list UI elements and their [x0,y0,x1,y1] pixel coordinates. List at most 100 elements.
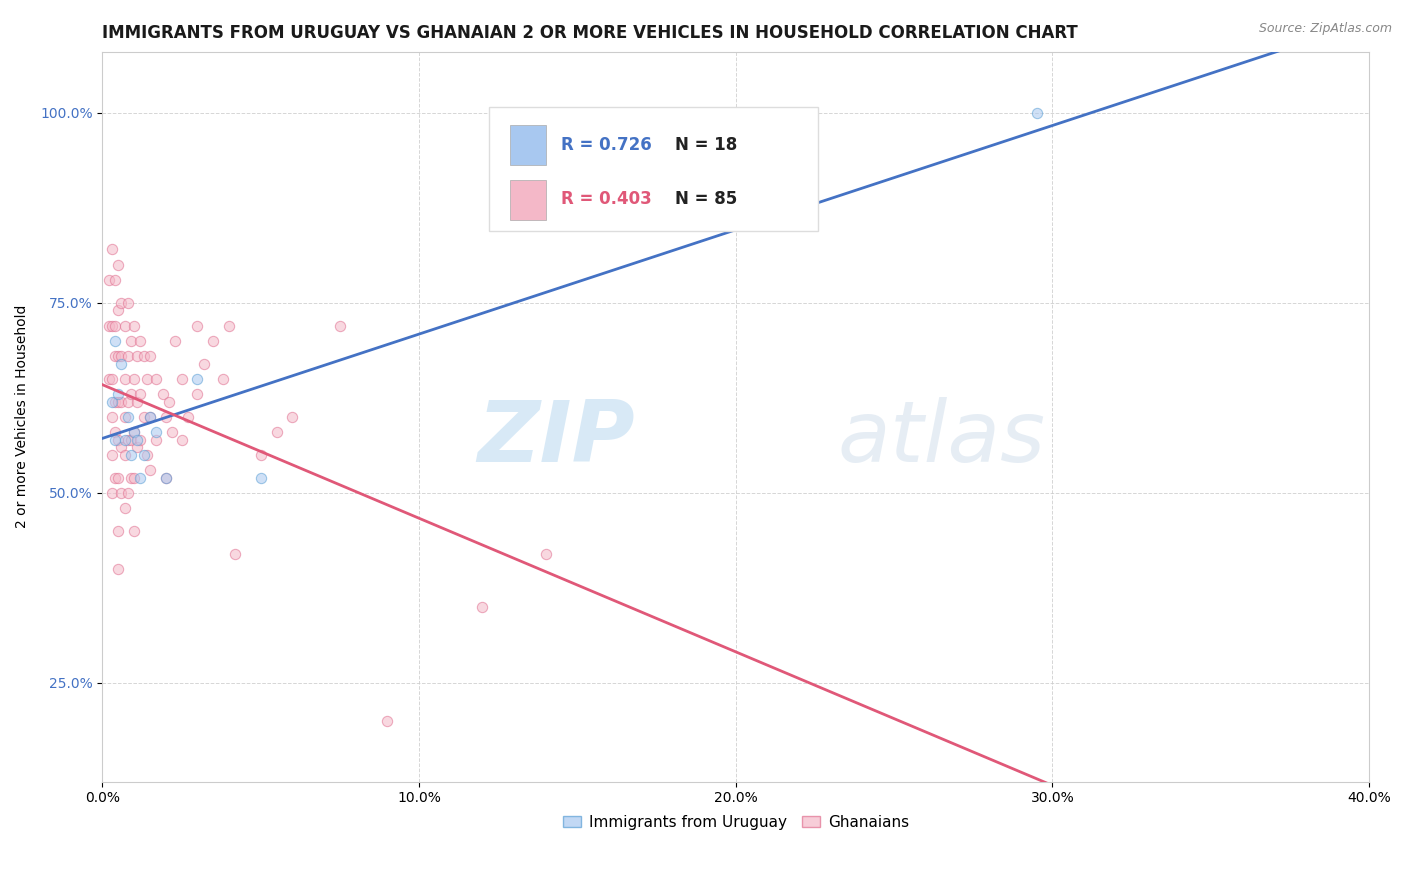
Point [266,425,288,439]
Text: R = 0.726: R = 0.726 [561,136,652,154]
Point [101,448,124,462]
Point [107,394,129,409]
Point [139,409,162,424]
Point [377,714,399,728]
Point [177,409,200,424]
Point [117,295,139,310]
Point [139,409,162,424]
Point [129,433,152,447]
Point [104,425,127,439]
Point [104,433,127,447]
Point [114,500,136,515]
Point [122,425,145,439]
Point [218,318,240,333]
Point [1025,105,1047,120]
Point [104,470,127,484]
Bar [510,179,546,219]
Point [101,372,124,386]
Point [122,470,145,484]
Point [110,349,132,363]
Point [186,372,208,386]
Point [127,349,149,363]
Point [122,318,145,333]
Point [122,524,145,538]
Point [107,524,129,538]
Point [534,547,557,561]
Point [155,409,177,424]
Point [117,349,139,363]
Point [186,318,208,333]
Point [145,425,167,439]
Point [165,334,187,348]
Point [155,470,177,484]
Point [107,387,129,401]
Point [139,463,162,477]
Point [120,334,142,348]
Point [160,425,183,439]
Point [139,349,162,363]
Point [110,295,132,310]
FancyBboxPatch shape [489,106,818,231]
Point [120,470,142,484]
Point [107,349,129,363]
Point [249,448,271,462]
Text: Source: ZipAtlas.com: Source: ZipAtlas.com [1258,22,1392,36]
Point [110,485,132,500]
Point [193,357,215,371]
Point [145,372,167,386]
Point [104,349,127,363]
Point [170,433,193,447]
Point [202,334,225,348]
Point [107,303,129,318]
Legend: Immigrants from Uruguay, Ghanaians: Immigrants from Uruguay, Ghanaians [557,809,915,836]
Point [129,387,152,401]
Point [117,433,139,447]
Point [117,409,139,424]
Point [104,318,127,333]
Bar [510,125,546,165]
Point [127,440,149,454]
Point [117,394,139,409]
Point [107,258,129,272]
Point [107,470,129,484]
Point [101,318,124,333]
Point [122,425,145,439]
Point [120,433,142,447]
Point [97,372,120,386]
Point [110,357,132,371]
Point [145,433,167,447]
Point [224,547,246,561]
Point [104,394,127,409]
Text: IMMIGRANTS FROM URUGUAY VS GHANAIAN 2 OR MORE VEHICLES IN HOUSEHOLD CORRELATION : IMMIGRANTS FROM URUGUAY VS GHANAIAN 2 OR… [103,24,1078,42]
Point [157,394,180,409]
Point [132,349,155,363]
Point [101,243,124,257]
Y-axis label: 2 or more Vehicles in Household: 2 or more Vehicles in Household [15,305,30,528]
Point [170,372,193,386]
Point [132,409,155,424]
Text: atlas: atlas [837,397,1045,480]
Point [114,433,136,447]
Point [122,372,145,386]
Point [211,372,233,386]
Point [101,485,124,500]
Text: ZIP: ZIP [477,397,634,480]
Point [281,409,304,424]
Point [104,273,127,287]
Point [129,334,152,348]
Point [329,318,352,333]
Point [107,562,129,576]
Text: R = 0.403: R = 0.403 [561,190,652,208]
Point [127,394,149,409]
Point [114,372,136,386]
Point [110,394,132,409]
Point [104,334,127,348]
Point [249,470,271,484]
Point [120,387,142,401]
Point [114,448,136,462]
Point [132,448,155,462]
Text: N = 18: N = 18 [675,136,737,154]
Point [110,440,132,454]
Point [155,470,177,484]
Point [101,409,124,424]
